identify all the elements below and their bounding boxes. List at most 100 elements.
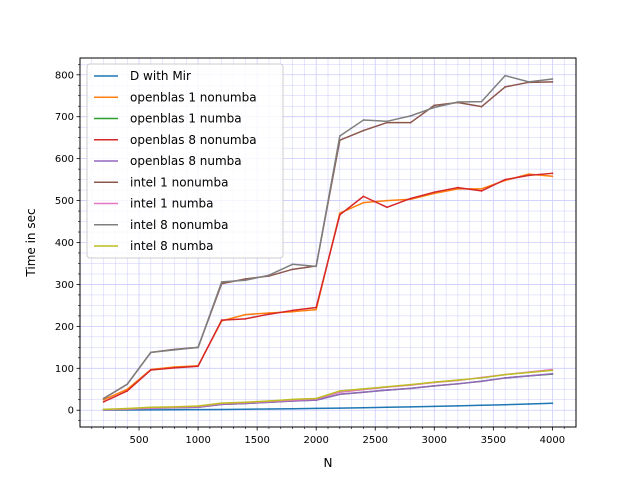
legend-item: intel 8 nonumba <box>94 218 228 232</box>
data-point <box>480 380 483 383</box>
data-point <box>457 101 459 103</box>
data-point <box>433 106 436 109</box>
data-point <box>433 104 436 107</box>
data-point <box>504 74 507 77</box>
data-point <box>173 408 176 411</box>
data-point <box>409 197 412 200</box>
data-point <box>504 373 507 376</box>
data-point <box>338 390 341 392</box>
data-point <box>457 382 459 385</box>
data-point <box>504 403 507 406</box>
data-point <box>149 369 152 371</box>
data-point <box>433 191 436 194</box>
y-tick-label: 400 <box>55 238 74 249</box>
data-point <box>386 389 388 391</box>
data-point <box>268 408 270 410</box>
data-point <box>126 390 129 392</box>
data-point <box>551 175 554 178</box>
data-point <box>409 383 412 386</box>
data-point <box>173 348 176 351</box>
x-tick-label: 500 <box>130 435 149 446</box>
data-point <box>527 371 530 374</box>
data-point <box>480 100 483 103</box>
data-point <box>527 173 530 176</box>
data-point <box>362 119 365 121</box>
data-point <box>480 404 483 407</box>
data-point <box>197 408 199 411</box>
data-point <box>220 408 223 411</box>
series-layer <box>102 74 554 412</box>
legend-label: openblas 8 nonumba <box>130 133 257 147</box>
data-point <box>433 385 436 387</box>
y-axis: 0 100 200 300 400 500 600 700 800 <box>55 63 80 422</box>
data-point <box>126 407 129 410</box>
data-point <box>504 86 507 88</box>
data-point <box>362 387 365 390</box>
legend-label: intel 8 nonumba <box>130 218 228 232</box>
data-point <box>244 313 247 316</box>
data-point <box>244 408 247 411</box>
x-tick-label: 3500 <box>481 435 506 446</box>
data-point <box>220 402 223 404</box>
legend-item: intel 1 nonumba <box>94 175 228 189</box>
data-point <box>457 186 459 189</box>
data-point <box>173 405 176 408</box>
series-line-intel-8-nonumba <box>103 74 553 400</box>
y-tick-label: 200 <box>55 322 74 333</box>
data-point <box>315 397 318 400</box>
legend-label: openblas 1 numba <box>130 112 242 126</box>
legend-label: intel 1 nonumba <box>130 175 228 189</box>
data-point <box>409 405 412 408</box>
legend: D with Mir openblas 1 nonumba openblas 1 n… <box>86 63 284 259</box>
data-point <box>551 78 554 80</box>
data-point <box>338 135 341 137</box>
data-point <box>291 309 294 312</box>
x-tick-label: 3000 <box>422 435 447 446</box>
series-line-intel-8-numba <box>103 369 553 411</box>
legend-label: D with Mir <box>130 69 191 83</box>
data-point <box>315 265 318 268</box>
data-point <box>291 268 294 271</box>
data-point <box>173 366 176 369</box>
legend-label: openblas 1 nonumba <box>130 90 257 104</box>
data-point <box>504 377 507 379</box>
data-point <box>338 407 341 410</box>
data-point <box>315 399 318 402</box>
series-openblas-8-nonumba <box>102 172 554 403</box>
data-point <box>362 406 365 409</box>
series-line-openblas-8-nonumba <box>103 172 553 403</box>
data-point <box>362 129 365 132</box>
data-point <box>291 263 294 266</box>
legend-item: openblas 1 nonumba <box>94 90 257 104</box>
data-point <box>480 105 483 108</box>
data-point <box>386 385 388 388</box>
y-tick-label: 300 <box>55 280 74 291</box>
data-point <box>409 387 412 390</box>
data-point <box>527 174 530 177</box>
x-tick-label: 1500 <box>244 435 269 446</box>
y-tick-label: 800 <box>55 70 74 81</box>
data-point <box>102 400 105 403</box>
data-point <box>457 404 459 407</box>
legend-item: openblas 8 numba <box>94 154 242 168</box>
data-point <box>315 306 318 309</box>
grid <box>80 58 576 427</box>
data-point <box>338 213 341 216</box>
data-point <box>433 381 436 384</box>
data-point <box>149 351 152 354</box>
data-point <box>362 195 365 198</box>
data-point <box>102 408 105 411</box>
series-intel-8-nonumba <box>102 74 554 400</box>
data-point <box>291 398 294 401</box>
data-point <box>197 365 199 368</box>
data-point <box>480 190 483 192</box>
y-tick-label: 700 <box>55 112 74 123</box>
data-point <box>409 114 412 117</box>
data-point <box>457 379 459 381</box>
data-point <box>386 199 388 202</box>
data-point <box>220 319 223 321</box>
legend-frame <box>86 63 284 259</box>
data-point <box>362 391 365 394</box>
data-point <box>386 120 388 123</box>
